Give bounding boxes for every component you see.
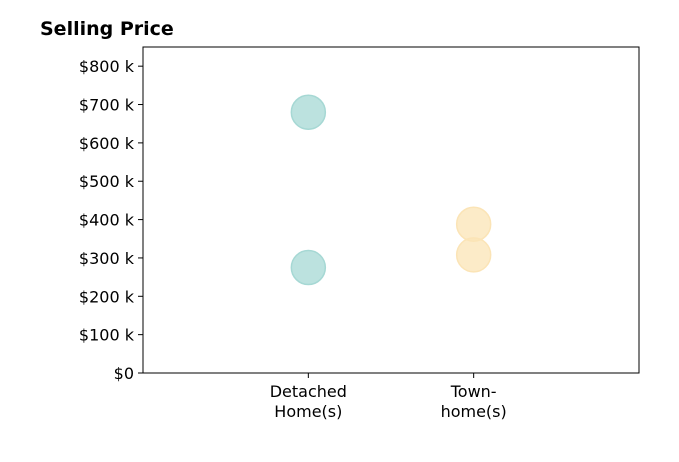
y-tick-label: $800 k	[79, 57, 135, 76]
y-axis: $0 $100 k $200 k $300 k $400 k $500 k $600 k $7…	[79, 57, 143, 383]
y-tick-label: $600 k	[79, 134, 135, 153]
y-tick-label: $200 k	[79, 287, 135, 306]
x-tick-label: Detached Home(s)	[270, 382, 347, 421]
y-tick-label: $700 k	[79, 96, 135, 115]
y-tick-label: $400 k	[79, 211, 135, 230]
x-axis: Detached Home(s) Town-home(s)	[270, 373, 507, 421]
plot-frame	[142, 46, 640, 374]
data-point	[290, 94, 327, 130]
y-tick-label: $500 k	[79, 172, 135, 191]
chart-title: Selling Price	[40, 18, 174, 40]
y-tick-label: $0	[114, 364, 134, 383]
y-tick-label: $100 k	[79, 326, 135, 345]
data-point	[455, 237, 492, 273]
x-tick-label: Town-home(s)	[441, 382, 507, 421]
data-point	[455, 206, 492, 242]
data-points	[290, 94, 492, 286]
y-tick-label: $300 k	[79, 249, 135, 268]
data-point	[290, 249, 327, 286]
